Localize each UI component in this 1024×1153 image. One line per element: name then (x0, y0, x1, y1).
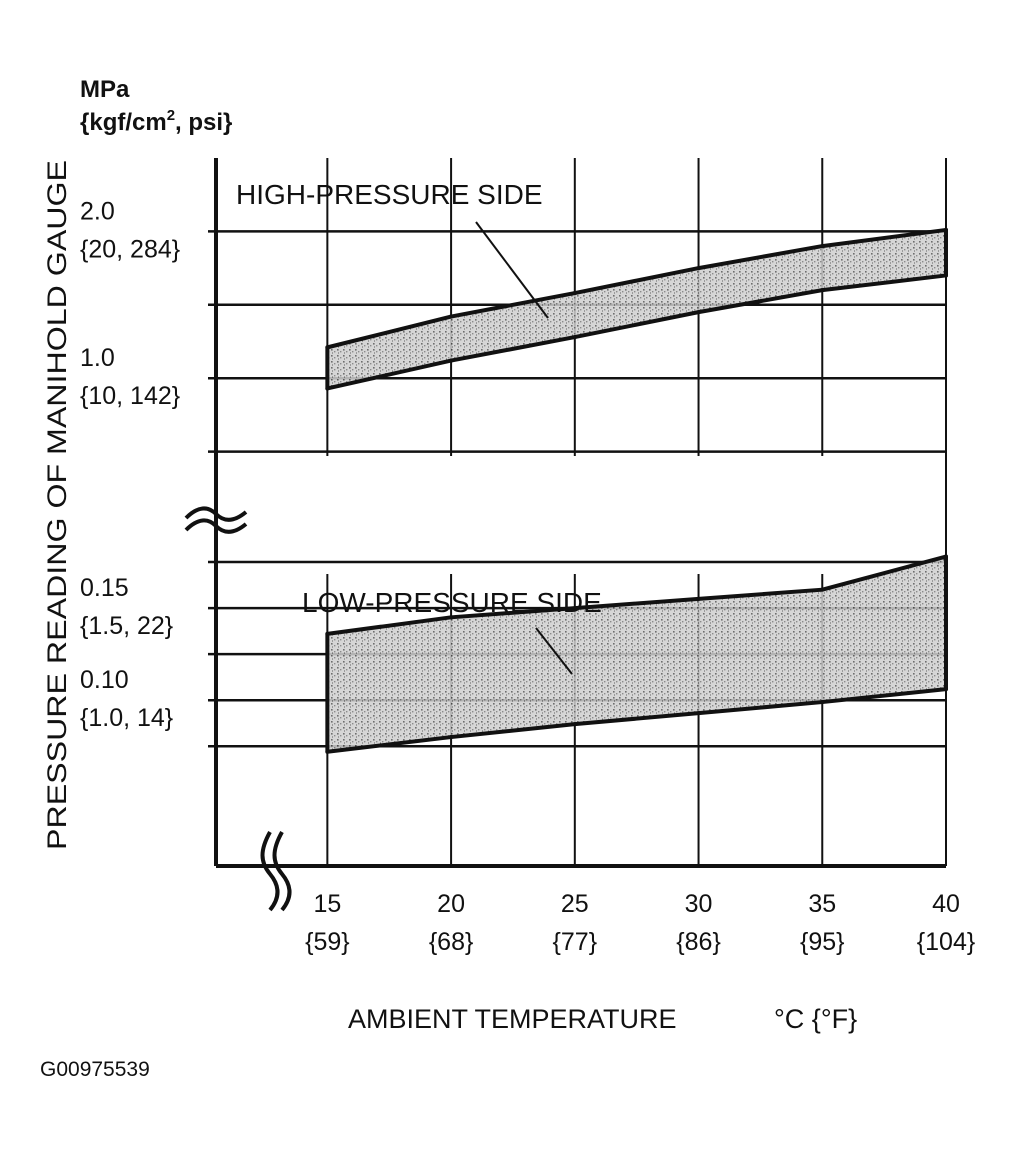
x-axis-break-mark (260, 831, 280, 912)
low-upper-point-2 (572, 606, 577, 611)
bands-layer (325, 227, 948, 754)
y-unit-mpa: MPa (80, 76, 130, 103)
x-axis-unit: °C {°F} (774, 1004, 857, 1034)
y-unit-secondary: {kgf/cm2, psi} (80, 107, 232, 136)
x-tick-sublabel-1: {68} (429, 928, 474, 956)
figure-code: G00975539 (40, 1058, 150, 1081)
low-y-tick-label-1: 0.10 (80, 666, 129, 694)
high-upper-point-4 (820, 244, 825, 249)
high-lower-point-4 (820, 288, 825, 293)
high-upper-point-3 (696, 266, 701, 271)
x-tick-label-5: 40 (932, 890, 960, 918)
high-lower-point-0 (325, 386, 330, 391)
y-unit-post: , psi} (175, 109, 232, 136)
x-tick-label-3: 30 (685, 890, 713, 918)
ticks-layer: 15 {59} 20 {68} 25 {77} 30 {86} 35 {95} 40 {104} 2.0… (80, 197, 975, 956)
low-lower-point-3 (696, 711, 701, 716)
y-axis-break-mark (184, 506, 248, 522)
high-series-label: HIGH-PRESSURE SIDE (236, 179, 543, 210)
low-band (325, 554, 948, 754)
high-lower-point-2 (572, 335, 577, 340)
x-tick-label-2: 25 (561, 890, 589, 918)
low-upper-point-0 (325, 631, 330, 636)
low-lower-point-2 (572, 722, 577, 727)
low-upper-point-4 (820, 587, 825, 592)
low-upper-point-1 (449, 615, 454, 620)
high-lower-point-3 (696, 310, 701, 315)
y-axis-break-mark-2 (184, 518, 248, 534)
high-y-tick-sublabel-1: {10, 142} (80, 382, 180, 410)
low-y-tick-label-0: 0.15 (80, 574, 129, 602)
x-tick-label-0: 15 (313, 890, 341, 918)
low-y-tick-sublabel-0: {1.5, 22} (80, 612, 173, 640)
high-label-leader (475, 221, 549, 319)
low-upper-point-3 (696, 596, 701, 601)
low-y-tick-sublabel-1: {1.0, 14} (80, 704, 173, 732)
high-band (325, 227, 948, 391)
y-unit-pre: {kgf/cm (80, 109, 167, 136)
high-y-tick-sublabel-0: {20, 284} (80, 235, 180, 263)
low-label-leader (535, 627, 573, 675)
low-lower-point-1 (449, 735, 454, 740)
high-upper-point-1 (449, 314, 454, 319)
low-lower-point-0 (325, 749, 330, 754)
high-y-tick-label-0: 2.0 (80, 197, 115, 225)
low-series-label: LOW-PRESSURE SIDE (302, 587, 602, 618)
x-tick-label-1: 20 (437, 890, 465, 918)
high-y-tick-label-1: 1.0 (80, 344, 115, 372)
low-lower-point-4 (820, 700, 825, 705)
x-tick-label-4: 35 (808, 890, 836, 918)
y-axis-title: PRESSURE READING OF MANIHOLD GAUGE (42, 160, 72, 850)
x-tick-sublabel-5: {104} (917, 928, 975, 956)
high-lower-point-1 (449, 358, 454, 363)
high-upper-point-0 (325, 345, 330, 350)
x-axis-title: AMBIENT TEMPERATURE (348, 1004, 677, 1034)
x-tick-sublabel-2: {77} (553, 928, 598, 956)
y-unit-sup: 2 (167, 107, 175, 124)
x-axis-break-mark-2 (272, 831, 292, 912)
x-tick-sublabel-4: {95} (800, 928, 845, 956)
x-tick-sublabel-3: {86} (676, 928, 721, 956)
high-upper-point-2 (572, 291, 577, 296)
x-tick-sublabel-0: {59} (305, 928, 350, 956)
